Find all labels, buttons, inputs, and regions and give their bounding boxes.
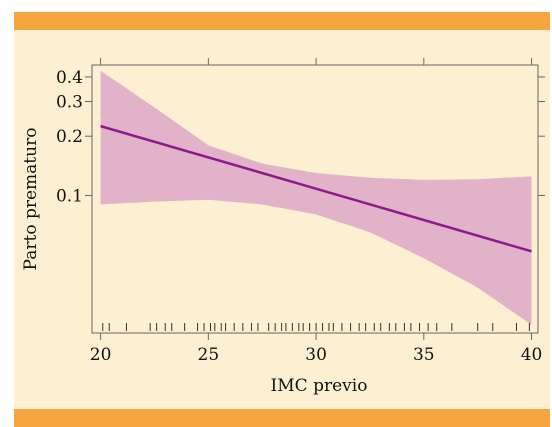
y-tick-label: 0.3 [56, 93, 83, 113]
x-tick-label: 25 [198, 345, 220, 365]
bottom-banner [14, 409, 550, 427]
x-tick-label: 35 [413, 345, 435, 365]
y-tick-label: 0.4 [56, 68, 83, 88]
plot-area [91, 64, 539, 334]
y-tick-label: 0.2 [56, 127, 83, 147]
x-tick-label: 40 [521, 345, 543, 365]
x-tick-label: 20 [90, 345, 112, 365]
top-banner [14, 12, 550, 30]
fit-line [100, 124, 532, 253]
x-axis: 20 25 30 35 40 [90, 58, 543, 365]
rug-marks [102, 323, 530, 331]
y-tick-label: 0.1 [56, 186, 83, 206]
y-axis: 0.1 0.2 0.3 0.4 [56, 68, 545, 206]
x-axis-title: IMC previo [271, 376, 368, 396]
y-axis-title: Parto prematuro [21, 128, 41, 271]
confidence-band [100, 70, 532, 325]
x-tick-label: 30 [305, 345, 327, 365]
